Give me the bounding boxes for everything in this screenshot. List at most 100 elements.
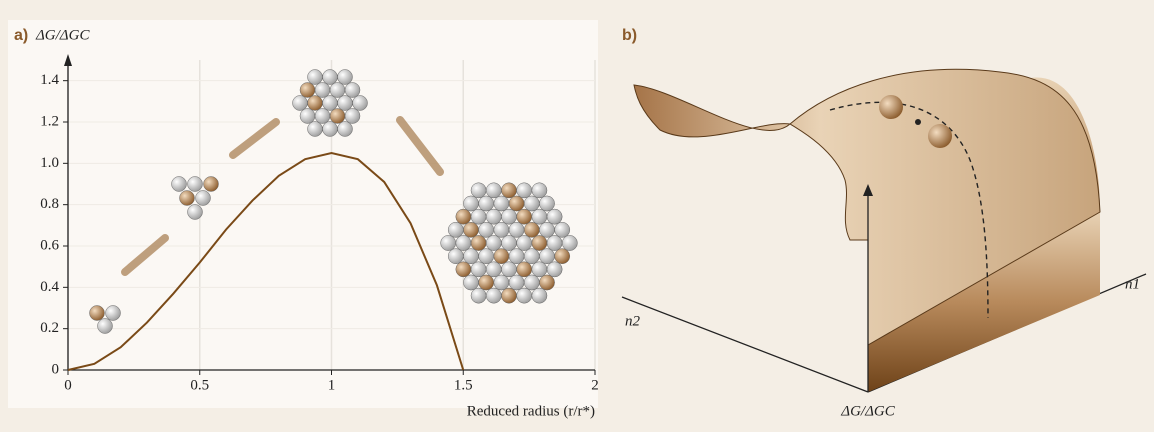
particle: [879, 95, 903, 119]
axis-label: ΔG/ΔGC: [840, 403, 895, 419]
atom: [172, 177, 187, 192]
atom: [456, 262, 471, 277]
atom: [345, 83, 360, 98]
atom: [524, 275, 539, 290]
y-tick-label: 1.0: [40, 155, 59, 171]
atom: [441, 235, 456, 250]
atom: [448, 249, 463, 264]
atom: [471, 235, 486, 250]
atom: [486, 288, 501, 303]
atom: [456, 235, 471, 250]
atom: [323, 121, 338, 136]
y-tick-label: 1.2: [40, 113, 59, 129]
atom: [471, 183, 486, 198]
atom: [180, 191, 195, 206]
atom: [494, 275, 509, 290]
y-tick-label: 0.2: [40, 320, 59, 336]
axis-label: n2: [625, 313, 641, 329]
atom: [486, 209, 501, 224]
atom: [517, 262, 532, 277]
atom: [471, 262, 486, 277]
atom: [517, 288, 532, 303]
atom: [353, 96, 368, 111]
atom: [517, 209, 532, 224]
axis-n2: [622, 297, 868, 392]
panel-b: b) n1 n2 ΔG/ΔGC: [622, 27, 1146, 419]
figure: a) ΔG/ΔGC Reduced radius (r/r*) 00.511.5…: [0, 0, 1154, 432]
x-tick-label: 1.5: [454, 377, 473, 393]
x-tick-label: 2: [591, 377, 599, 393]
atom: [539, 196, 554, 211]
x-tick-label: 1: [328, 377, 336, 393]
atom: [471, 288, 486, 303]
atom: [463, 275, 478, 290]
atom: [308, 70, 323, 85]
atom: [532, 209, 547, 224]
panel-label: b): [622, 27, 637, 44]
atom: [532, 262, 547, 277]
atom: [509, 249, 524, 264]
atom: [501, 235, 516, 250]
atom: [486, 262, 501, 277]
atom: [293, 96, 308, 111]
atom: [330, 83, 345, 98]
atom: [463, 196, 478, 211]
atom: [517, 235, 532, 250]
atom: [315, 83, 330, 98]
atom: [315, 108, 330, 123]
atom: [517, 183, 532, 198]
atom: [479, 222, 494, 237]
atom: [555, 249, 570, 264]
atom: [456, 209, 471, 224]
atom: [532, 183, 547, 198]
atom: [501, 183, 516, 198]
atom: [323, 70, 338, 85]
atom: [98, 319, 113, 334]
y-tick-label: 0.4: [40, 279, 59, 295]
panel-label: a): [14, 27, 28, 44]
atom: [539, 249, 554, 264]
atom: [448, 222, 463, 237]
atom: [479, 196, 494, 211]
atom: [532, 235, 547, 250]
y-tick-label: 0.8: [40, 196, 59, 212]
atom: [524, 196, 539, 211]
atom: [479, 275, 494, 290]
y-tick-label: 0.6: [40, 237, 59, 253]
atom: [308, 96, 323, 111]
x-tick-label: 0.5: [190, 377, 209, 393]
particle: [928, 124, 952, 148]
atom: [308, 121, 323, 136]
atom: [539, 275, 554, 290]
atom: [562, 235, 577, 250]
atom: [338, 96, 353, 111]
saddle-point: [915, 119, 921, 125]
atom: [338, 70, 353, 85]
atom: [300, 83, 315, 98]
atom: [494, 249, 509, 264]
y-tick-label: 1.4: [40, 72, 59, 88]
atom: [463, 222, 478, 237]
atom: [188, 177, 203, 192]
atom: [486, 183, 501, 198]
atom: [204, 177, 219, 192]
atom: [501, 288, 516, 303]
atom: [188, 205, 203, 220]
atom: [547, 209, 562, 224]
atom: [501, 262, 516, 277]
atom: [532, 288, 547, 303]
atom: [524, 249, 539, 264]
y-axis-label: ΔG/ΔGC: [35, 27, 90, 43]
atom: [494, 222, 509, 237]
atom: [494, 196, 509, 211]
atom: [524, 222, 539, 237]
atom: [463, 249, 478, 264]
atom: [555, 222, 570, 237]
atom: [486, 235, 501, 250]
atom: [471, 209, 486, 224]
atom: [501, 209, 516, 224]
atom: [106, 306, 121, 321]
atom: [90, 306, 105, 321]
atom: [338, 121, 353, 136]
x-axis-label: Reduced radius (r/r*): [467, 403, 595, 419]
